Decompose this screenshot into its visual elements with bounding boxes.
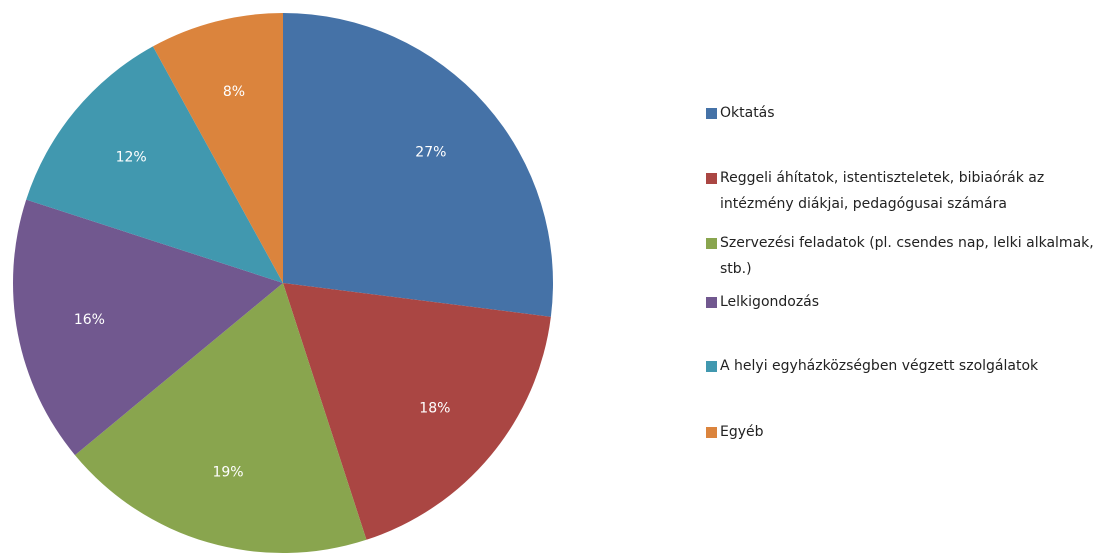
legend-swatch [706, 238, 717, 249]
slice [152, 13, 283, 283]
legend-label: A helyi egyházközségben végzett szolgála… [720, 358, 1039, 374]
data-label: 27% [415, 145, 446, 161]
legend-swatch [706, 361, 717, 372]
data-label: 19% [212, 464, 243, 480]
legend-item: Oktatás [706, 100, 1098, 126]
legend-item: A helyi egyházközségben végzett szolgála… [706, 353, 1098, 379]
slice [26, 46, 283, 283]
data-label: 16% [74, 312, 105, 328]
legend-swatch [706, 297, 717, 308]
data-label: 12% [116, 149, 147, 165]
legend-label: Szervezési feladatok (pl. csendes nap, l… [720, 235, 1094, 277]
data-label: 18% [419, 401, 450, 417]
legend-label: Reggeli áhítatok, istentiszteletek, bibi… [720, 170, 1045, 212]
legend-swatch [706, 173, 717, 184]
legend-item: Szervezési feladatok (pl. csendes nap, l… [706, 230, 1098, 282]
legend-label: Lelkigondozás [720, 294, 820, 310]
slice [13, 199, 284, 456]
legend-swatch [706, 108, 717, 119]
data-label: 8% [223, 84, 245, 100]
slice [74, 283, 367, 553]
legend-swatch [706, 427, 717, 438]
slice [283, 283, 551, 540]
legend-label: Oktatás [720, 105, 775, 121]
legend-item: Reggeli áhítatok, istentiszteletek, bibi… [706, 165, 1098, 217]
slice [283, 13, 553, 317]
legend-label: Egyéb [720, 424, 764, 440]
legend-item: Lelkigondozás [706, 289, 1098, 315]
legend-item: Egyéb [706, 419, 1098, 445]
